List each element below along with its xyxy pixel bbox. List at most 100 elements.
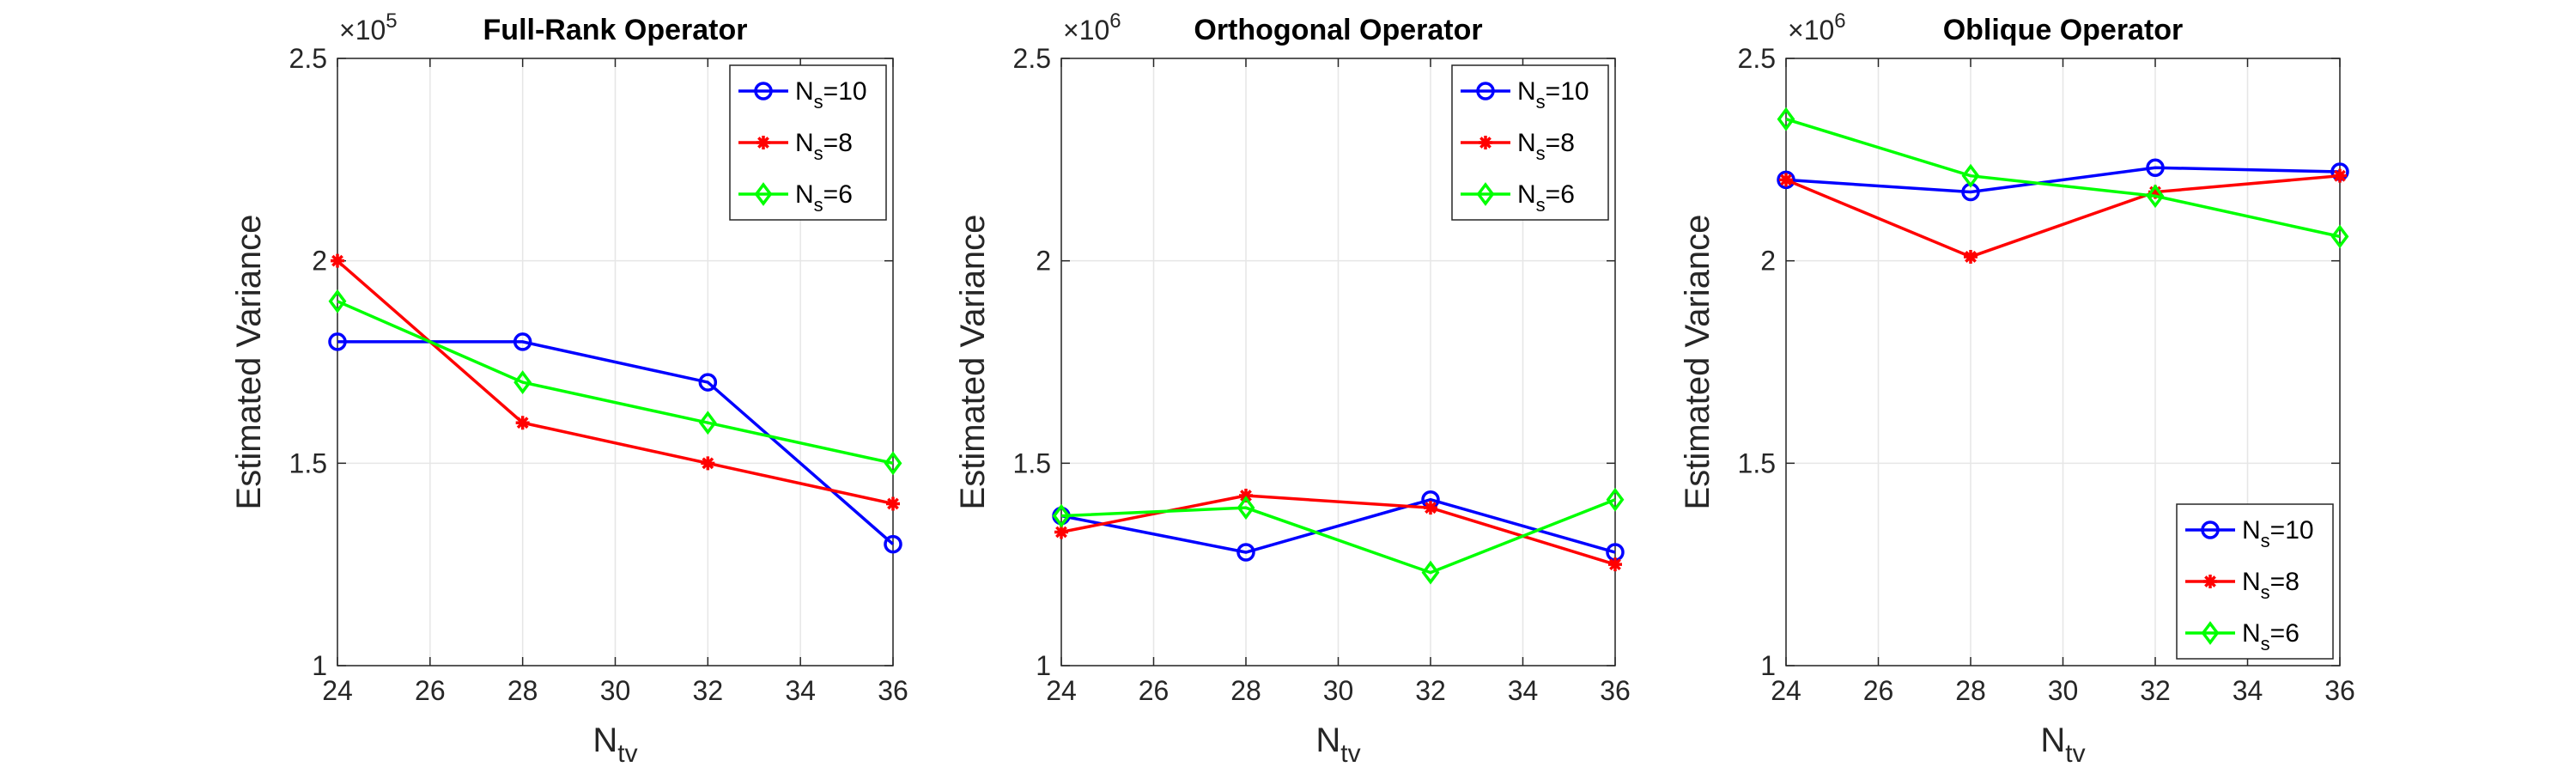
data-point-marker [328, 332, 347, 351]
data-point-marker [2330, 224, 2349, 249]
y-exponent-power: 6 [1109, 9, 1121, 33]
legend-marker [1476, 82, 1495, 100]
y-exponent-label: ×106 [1063, 9, 1121, 46]
x-tick-label: 36 [1600, 675, 1631, 706]
legend-marker [756, 136, 770, 149]
data-point-marker [698, 373, 718, 392]
x-axis-label-sub: tv [1340, 740, 1360, 768]
series-line [1060, 498, 1616, 575]
y-exponent-base: ×10 [339, 15, 386, 46]
x-tick-label: 24 [322, 675, 353, 706]
x-tick-label: 26 [1863, 675, 1894, 706]
legend-label: Ns=6 [2242, 619, 2300, 654]
x-axis-label: Ntv [592, 721, 637, 768]
chart-title: Oblique Operator [1943, 14, 2184, 46]
legend-marker [754, 182, 773, 206]
data-point-marker [513, 332, 532, 351]
data-point-marker [1606, 487, 1625, 512]
y-exponent-base: ×10 [1063, 15, 1109, 46]
y-tick-label: 2 [1760, 246, 1776, 277]
data-point-marker [886, 496, 900, 511]
data-point-marker [1964, 249, 1978, 264]
series-1 [1777, 158, 2349, 202]
y-exponent-power: 5 [386, 9, 397, 33]
x-tick-label: 32 [2140, 675, 2171, 706]
legend-marker [1479, 136, 1492, 149]
chart-title: Full-Rank Operator [483, 14, 748, 46]
data-point-marker [1608, 557, 1622, 572]
data-point-marker [1779, 173, 1793, 187]
y-exponent-power: 6 [1834, 9, 1845, 33]
series-line [1785, 166, 2341, 194]
y-tick-label: 2 [312, 246, 327, 277]
legend-label: Ns=8 [795, 129, 853, 164]
legend-marker [2203, 575, 2217, 588]
chart-panel-2: 24 26 28 30 32 34 36 1 1.5 2 2.5 ×106 Orthogonal Ope… [954, 9, 1631, 768]
x-axis-label: Ntv [2040, 721, 2085, 768]
x-tick-label: 30 [600, 675, 631, 706]
legend-label: Ns=6 [1517, 180, 1575, 216]
y-axis-label: Estimated Variance [1679, 215, 1716, 510]
series-2 [1779, 168, 2347, 264]
x-tick-label: 34 [1508, 675, 1539, 706]
data-point-marker [331, 253, 344, 268]
data-point-marker [513, 370, 532, 394]
y-tick-label: 2 [1036, 246, 1051, 277]
series-3 [328, 289, 902, 476]
legend-label: Ns=10 [2242, 516, 2314, 551]
legend-label: Ns=8 [1517, 129, 1575, 164]
data-point-marker [698, 411, 717, 435]
chart-panel-1: 24 26 28 30 32 34 36 1 1.5 2 2.5 ×105 Full-Rank Oper… [230, 9, 908, 768]
legend: Ns=10 Ns=8 Ns=6 [1451, 64, 1609, 221]
legend-marker [1476, 182, 1495, 206]
x-tick-label: 30 [1323, 675, 1354, 706]
x-tick-label: 26 [415, 675, 446, 706]
data-point-marker [1052, 503, 1071, 528]
y-tick-label: 1.5 [1013, 447, 1051, 478]
y-exponent-base: ×10 [1788, 15, 1834, 46]
legend-label: Ns=8 [2242, 568, 2300, 603]
legend-marker [754, 82, 773, 100]
data-point-marker [1236, 543, 1255, 562]
data-point-marker [1054, 525, 1068, 539]
x-axis-label-sub: tv [617, 740, 637, 768]
data-point-marker [2333, 168, 2347, 183]
chart-panel-3: 24 26 28 30 32 34 36 1 1.5 2 2.5 ×106 Oblique Operat… [1679, 9, 2355, 768]
data-point-marker [884, 451, 902, 476]
x-tick-label: 28 [1230, 675, 1261, 706]
series-3 [1777, 107, 2349, 249]
data-point-marker [1424, 501, 1437, 515]
y-tick-label: 1 [312, 650, 327, 681]
legend: Ns=10 Ns=8 Ns=6 [729, 64, 887, 221]
y-tick-label: 1.5 [289, 447, 327, 478]
legend-label: Ns=10 [795, 77, 867, 113]
x-tick-label: 26 [1139, 675, 1170, 706]
legend-label: Ns=6 [795, 180, 853, 216]
y-axis-label: Estimated Variance [954, 215, 992, 510]
y-exponent-label: ×106 [1788, 9, 1846, 46]
data-point-marker [1239, 489, 1253, 503]
x-axis-label-main: N [2040, 721, 2065, 759]
series-line [1785, 173, 2341, 259]
y-axis-label: Estimated Variance [230, 215, 268, 510]
x-tick-label: 30 [2048, 675, 2079, 706]
x-axis-label-main: N [592, 721, 617, 759]
data-point-marker [1961, 163, 1980, 188]
x-axis-label-main: N [1315, 721, 1340, 759]
data-point-marker [1236, 496, 1255, 520]
data-point-marker [515, 416, 530, 430]
y-tick-label: 2.5 [1013, 43, 1051, 74]
data-point-marker [1777, 107, 1795, 131]
series-line [1060, 497, 1616, 554]
data-point-marker [701, 456, 715, 471]
data-point-marker [1777, 170, 1795, 190]
legend-marker [2201, 621, 2220, 645]
y-tick-label: 1.5 [1738, 447, 1776, 478]
y-tick-label: 2.5 [1738, 43, 1776, 74]
x-axis-label: Ntv [1315, 721, 1360, 768]
legend-marker [2201, 520, 2220, 539]
series-line [1785, 118, 2341, 239]
series-3 [1052, 487, 1625, 585]
x-tick-label: 32 [1415, 675, 1446, 706]
